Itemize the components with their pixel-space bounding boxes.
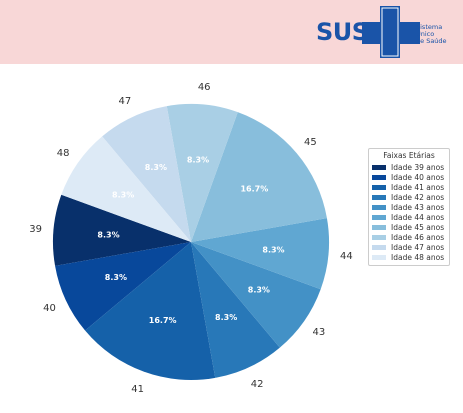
legend-entry: Idade 48 anos bbox=[372, 252, 446, 262]
pie-slice bbox=[166, 104, 238, 242]
pie-slice bbox=[55, 242, 191, 331]
legend-title: Faixas Etárias bbox=[383, 151, 435, 160]
pie-slice bbox=[85, 242, 216, 380]
legend-label: Idade 45 anos bbox=[391, 222, 445, 232]
legend-label: Idade 47 anos bbox=[391, 242, 445, 252]
slice-category-label: 42 bbox=[251, 379, 264, 390]
logo-subtitle-line: Sistema bbox=[416, 23, 443, 31]
cross-icon bbox=[362, 6, 420, 58]
legend-swatch bbox=[372, 234, 386, 240]
slice-category-label: 45 bbox=[304, 137, 317, 148]
pie-slice bbox=[191, 218, 330, 290]
legend-entry: Idade 40 anos bbox=[372, 172, 446, 182]
legend-swatch bbox=[372, 254, 386, 260]
pie-slice bbox=[52, 194, 191, 266]
legend-swatch bbox=[372, 194, 386, 200]
legend-label: Idade 40 anos bbox=[391, 172, 445, 182]
logo-subtitle-line: Único bbox=[416, 30, 435, 38]
slice-percent-label: 8.3% bbox=[262, 245, 284, 254]
legend-entry: Idade 39 anos bbox=[372, 162, 446, 172]
legend-label: Idade 42 anos bbox=[391, 192, 445, 202]
legend-swatch bbox=[372, 214, 386, 220]
slice-percent-label: 8.3% bbox=[97, 231, 119, 240]
slice-percent-label: 8.3% bbox=[105, 273, 127, 282]
legend-swatch bbox=[372, 164, 386, 170]
slice-percent-label: 8.3% bbox=[112, 191, 134, 200]
slice-percent-label: 16.7% bbox=[149, 316, 177, 325]
legend-label: Idade 43 anos bbox=[391, 202, 445, 212]
legend-label: Idade 44 anos bbox=[391, 212, 445, 222]
legend-entry: Idade 41 anos bbox=[372, 182, 446, 192]
pie-slice bbox=[102, 106, 191, 243]
legend-label: Idade 39 anos bbox=[391, 162, 445, 172]
legend-entry: Idade 43 anos bbox=[372, 202, 446, 212]
logo-subtitle: Sistema Único de Saúde bbox=[416, 24, 456, 45]
legend-swatch bbox=[372, 174, 386, 180]
slice-category-label: 46 bbox=[198, 82, 211, 93]
slice-percent-label: 16.7% bbox=[240, 185, 268, 194]
pie-slice bbox=[61, 136, 191, 242]
legend-swatch bbox=[372, 224, 386, 230]
legend-label: Idade 46 anos bbox=[391, 232, 445, 242]
slice-category-label: 40 bbox=[43, 303, 56, 314]
sus-logo: SUS Sistema Único de Saúde bbox=[316, 6, 456, 58]
pie-slice bbox=[191, 112, 327, 242]
slice-category-label: 39 bbox=[29, 224, 42, 235]
legend-entry: Idade 46 anos bbox=[372, 232, 446, 242]
legend-swatch bbox=[372, 204, 386, 210]
pie-chart: 39 8.3% 40 8.3% 41 16.7% 42 8.3% 43 8.3% 44 8.3% 45 1… bbox=[29, 82, 353, 395]
slice-percent-label: 8.3% bbox=[215, 313, 237, 322]
legend-entry: Idade 44 anos bbox=[372, 212, 446, 222]
legend: Faixas Etárias Idade 39 anos Idade 40 ano… bbox=[368, 148, 450, 266]
legend-entry: Idade 47 anos bbox=[372, 242, 446, 252]
slice-category-label: 43 bbox=[312, 327, 325, 338]
pie-slice bbox=[191, 242, 321, 348]
legend-swatch bbox=[372, 184, 386, 190]
legend-entry: Idade 42 anos bbox=[372, 192, 446, 202]
slice-category-label: 44 bbox=[340, 251, 353, 262]
legend-swatch bbox=[372, 244, 386, 250]
slice-percent-label: 8.3% bbox=[145, 163, 167, 172]
logo-sus-text: SUS bbox=[316, 18, 369, 46]
legend-label: Idade 48 anos bbox=[391, 252, 445, 262]
logo-subtitle-line: de Saúde bbox=[416, 37, 447, 45]
slice-category-label: 41 bbox=[131, 384, 144, 395]
pie-slice bbox=[191, 242, 280, 378]
slice-category-label: 48 bbox=[57, 148, 70, 159]
header-banner: SUS Sistema Único de Saúde bbox=[0, 0, 463, 64]
slice-category-label: 47 bbox=[118, 96, 131, 107]
legend-entry: Idade 45 anos bbox=[372, 222, 446, 232]
legend-label: Idade 41 anos bbox=[391, 182, 445, 192]
slice-percent-label: 8.3% bbox=[187, 156, 209, 165]
slice-percent-label: 8.3% bbox=[248, 285, 270, 294]
